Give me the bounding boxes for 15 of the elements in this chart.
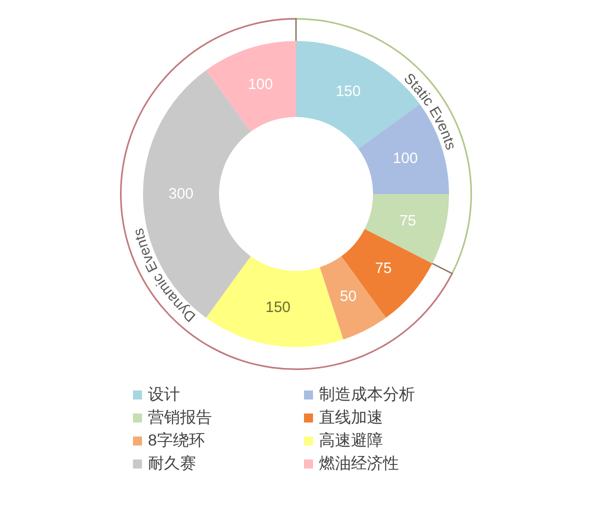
legend-label: 设计 bbox=[148, 386, 180, 404]
legend-label: 制造成本分析 bbox=[319, 386, 415, 404]
data-label: 50 bbox=[340, 288, 357, 305]
legend-label: 高速避障 bbox=[319, 432, 383, 450]
legend-label: 燃油经济性 bbox=[319, 456, 399, 472]
data-label: 75 bbox=[399, 212, 416, 230]
legend-label: 8字绕环 bbox=[148, 432, 205, 450]
data-label: 100 bbox=[248, 76, 273, 94]
legend-label: 耐久赛 bbox=[148, 456, 196, 472]
legend-label: 营销报告 bbox=[148, 410, 212, 426]
data-label: 150 bbox=[336, 83, 361, 100]
data-label: 100 bbox=[392, 150, 418, 167]
legend-label: 直线加速 bbox=[319, 410, 383, 426]
data-label: 150 bbox=[266, 299, 291, 316]
data-label: 75 bbox=[375, 260, 392, 278]
